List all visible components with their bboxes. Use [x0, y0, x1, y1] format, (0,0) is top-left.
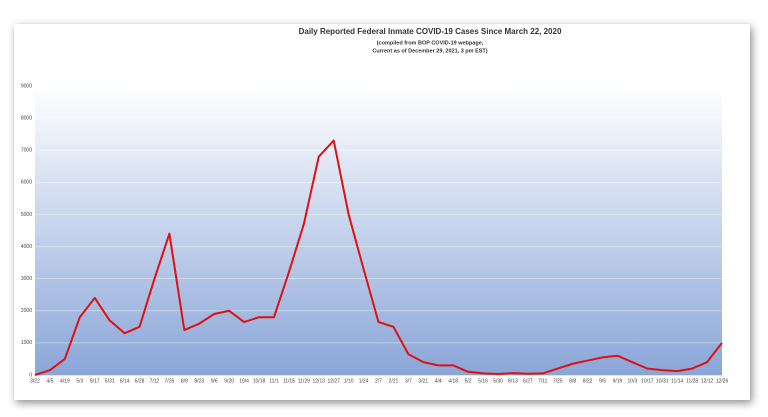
x-tick-label: 6/28 — [135, 378, 145, 384]
y-tick-label: 5000 — [21, 212, 32, 218]
x-tick-label: 12/26 — [716, 378, 729, 384]
x-tick-label: 11/14 — [671, 378, 683, 384]
x-tick-label: 7/12 — [150, 378, 160, 384]
x-tick-label: 7/25 — [553, 378, 563, 384]
data-line — [34, 139, 723, 376]
plot-area — [35, 86, 722, 375]
x-tick-label: 9/6 — [211, 378, 218, 384]
y-tick-label: 4000 — [21, 244, 32, 250]
x-tick-label: 9/5 — [599, 378, 606, 384]
x-tick-label: 5/31 — [105, 378, 115, 384]
x-tick-label: 4/5 — [46, 378, 53, 384]
x-tick-label: 5/17 — [90, 378, 100, 384]
x-tick-label: 10/17 — [641, 378, 654, 384]
x-tick-label: 5/2 — [465, 378, 472, 384]
x-tick-label: 3/21 — [418, 378, 428, 384]
chart-subtitle: Current as of December 29, 2021, 3 pm ES… — [372, 48, 487, 54]
y-tick-label: 0 — [29, 372, 32, 378]
x-tick-label: 5/30 — [493, 378, 503, 384]
y-tick-label: 9000 — [21, 83, 32, 89]
x-tick-label: 6/14 — [120, 378, 130, 384]
x-tick-label: 3/7 — [405, 378, 412, 384]
y-tick-label: 3000 — [21, 276, 32, 282]
x-tick-label: 12/13 — [313, 378, 326, 384]
y-tick-label: 7000 — [21, 148, 32, 154]
x-tick-label: 8/9 — [181, 378, 188, 384]
x-tick-label: 5/3 — [76, 378, 83, 384]
x-tick-label: 4/19 — [60, 378, 70, 384]
x-tick-label: 11/28 — [686, 378, 698, 384]
chart-subtitle: (compiled from BOP COVID-19 webpage, — [377, 40, 484, 46]
x-tick-label: 2/7 — [375, 378, 382, 384]
x-tick-label: 10/31 — [656, 378, 669, 384]
x-tick-label: 9/19 — [613, 378, 623, 384]
x-tick-label: 6/13 — [508, 378, 518, 384]
y-tick-label: 8000 — [21, 115, 32, 121]
x-tick-label: 4/4 — [435, 378, 442, 384]
x-tick-label: 8/22 — [583, 378, 593, 384]
x-tick-label: 10/4 — [239, 378, 249, 384]
x-tick-label: 5/16 — [478, 378, 488, 384]
x-tick-label: 2/21 — [389, 378, 399, 384]
x-tick-label: 7/26 — [165, 378, 175, 384]
chart-title: Daily Reported Federal Inmate COVID-19 C… — [299, 27, 562, 36]
x-tick-label: 10/3 — [628, 378, 638, 384]
x-tick-label: 11/29 — [298, 378, 310, 384]
x-tick-label: 11/1 — [269, 378, 279, 384]
y-tick-label: 6000 — [21, 180, 32, 186]
y-tick-label: 1000 — [21, 340, 32, 346]
x-tick-label: 4/18 — [448, 378, 458, 384]
x-tick-label: 8/23 — [194, 378, 204, 384]
x-tick-label: 1/10 — [344, 378, 354, 384]
x-tick-label: 3/22 — [30, 378, 40, 384]
y-tick-label: 2000 — [21, 308, 32, 314]
x-tick-label: 11/15 — [283, 378, 295, 384]
x-tick-label: 10/18 — [253, 378, 266, 384]
x-tick-label: 12/27 — [327, 378, 340, 384]
x-tick-label: 7/11 — [538, 378, 548, 384]
x-tick-label: 1/24 — [359, 378, 369, 384]
x-tick-label: 9/20 — [224, 378, 234, 384]
x-tick-label: 8/8 — [569, 378, 576, 384]
x-tick-label: 12/12 — [701, 378, 714, 384]
x-tick-label: 6/27 — [523, 378, 533, 384]
